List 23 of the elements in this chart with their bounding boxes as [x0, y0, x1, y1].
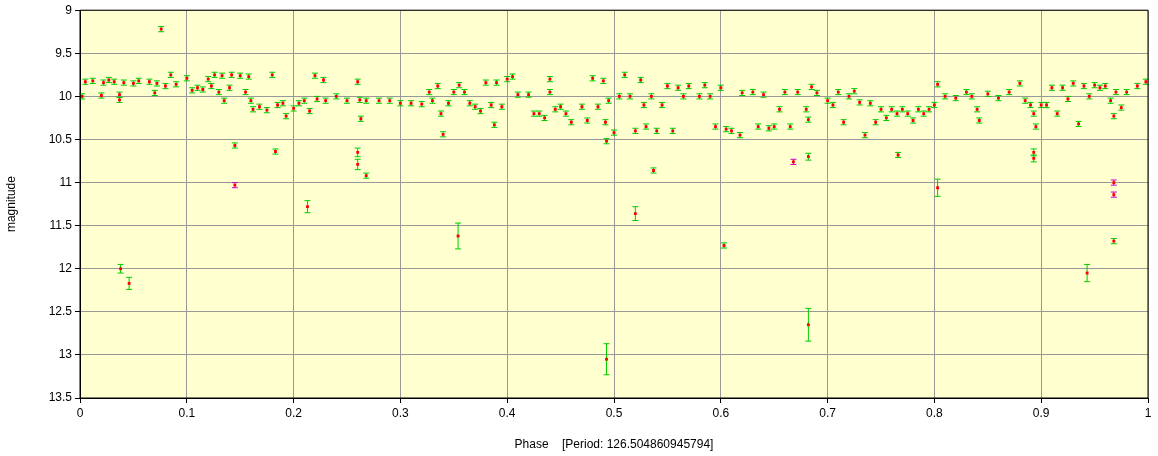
x-tick-label: 1 — [1144, 405, 1152, 420]
y-tick-label: 9.5 — [55, 45, 73, 60]
x-tick-label: 0.5 — [605, 405, 623, 420]
y-tick-label: 12.5 — [48, 304, 73, 319]
y-tick-label: 10.5 — [48, 131, 73, 146]
x-tick-label: 0.4 — [498, 405, 516, 420]
y-tick-label: 13.5 — [48, 390, 73, 405]
y-tick-label: 11 — [59, 174, 73, 189]
x-tick-label: 0.1 — [178, 405, 196, 420]
x-tick-label: 0.8 — [926, 405, 944, 420]
x-tick-label: 0.3 — [392, 405, 410, 420]
x-tick-label: 0.6 — [712, 405, 730, 420]
y-tick-label: 9 — [65, 2, 73, 17]
y-tick-label: 13 — [58, 347, 73, 362]
x-tick-label: 0.7 — [819, 405, 837, 420]
y-tick-label: 10 — [58, 88, 73, 103]
y-tick-label: 11.5 — [49, 217, 73, 232]
x-axis-title: Phase [Period: 126.504860945794] — [514, 437, 714, 452]
y-axis-title: magnitude — [3, 175, 18, 233]
x-tick-label: 0 — [76, 405, 84, 420]
x-tick-label: 0.9 — [1032, 405, 1050, 420]
x-tick-label: 0.2 — [285, 405, 303, 420]
y-tick-label: 12 — [58, 261, 73, 276]
